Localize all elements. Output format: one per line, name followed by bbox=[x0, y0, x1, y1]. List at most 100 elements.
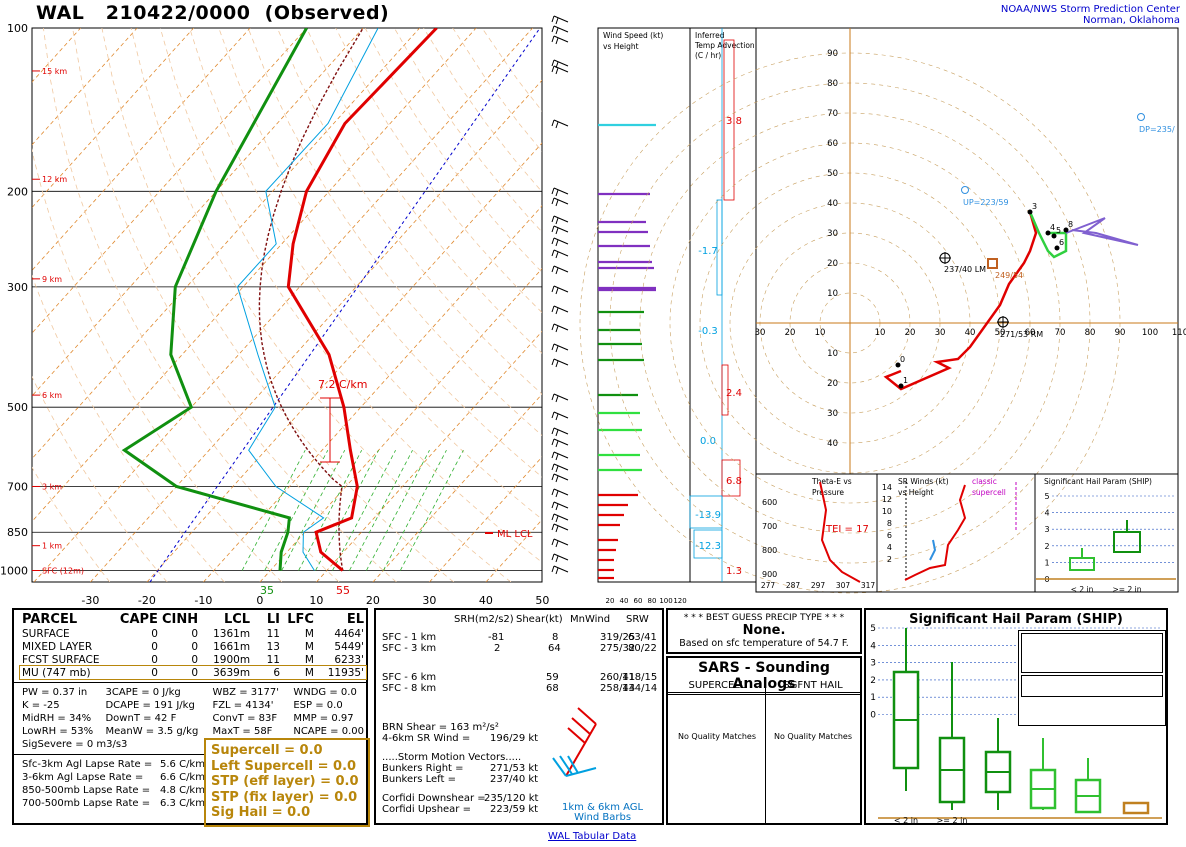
hodo-y-tick: 20 bbox=[827, 259, 838, 269]
hodo-y-tick: 40 bbox=[827, 439, 838, 449]
dewpoint-profile bbox=[121, 28, 308, 571]
isotherm bbox=[32, 28, 307, 334]
wind-barb bbox=[553, 305, 569, 313]
kinematics-panel: SRH(m2/s2) Shear(kt) MnWind SRW SFC - 1 … bbox=[374, 608, 664, 825]
theta-e-x-tick: 317 bbox=[861, 581, 876, 590]
hodo-trace-upper bbox=[1065, 217, 1139, 246]
parcel-header: PARCEL bbox=[22, 612, 78, 627]
table-row: MidRH = 34% DownT = 42 F ConvT = 83F MMP = … bbox=[22, 713, 354, 724]
wind-barb bbox=[553, 249, 569, 257]
upshear-label: UP=223/59 bbox=[963, 198, 1009, 207]
wind-speed-tick: 100 bbox=[659, 597, 672, 605]
wind-barb bbox=[553, 65, 569, 73]
svg-text:Inferred: Inferred bbox=[695, 31, 725, 40]
sr-winds-y-tick: 2 bbox=[887, 555, 892, 564]
wind-barb bbox=[553, 25, 569, 33]
hodo-y-tick: 30 bbox=[827, 409, 838, 419]
precip-type-panel: * * * BEST GUESS PRECIP TYPE * * * None.… bbox=[666, 608, 862, 654]
hodo-x-tick: 20 bbox=[785, 328, 796, 338]
hodo-y-tick: 40 bbox=[827, 199, 838, 209]
temp-tick-label: -20 bbox=[138, 594, 156, 605]
wind-barb bbox=[553, 523, 569, 531]
hodo-y-tick: 60 bbox=[827, 139, 838, 149]
table-row: K = -25 DCAPE = 191 J/kg FZL = 4134' ESP = … bbox=[22, 700, 343, 711]
stp-y-tick: 1 bbox=[870, 693, 876, 703]
theta-e-y-tick: 800 bbox=[762, 546, 777, 555]
height-label: 3 km bbox=[42, 482, 62, 491]
wind-barb bbox=[553, 488, 569, 496]
theta-e-x-tick: 307 bbox=[836, 581, 851, 590]
mixing-ratio-line bbox=[281, 449, 346, 571]
pressure-tick-label: 100 bbox=[7, 22, 28, 35]
theta-e-profile bbox=[819, 481, 861, 583]
temp-tick-label: 10 bbox=[309, 594, 323, 605]
dry-adiabat bbox=[276, 28, 542, 395]
isotherm bbox=[32, 28, 194, 209]
wind-barb bbox=[553, 35, 569, 43]
wind-barb bbox=[553, 323, 569, 331]
stp-category: >= 2 in bbox=[937, 816, 968, 823]
sars-panel: SARS - Sounding Analogs SUPERCELL SGFNT … bbox=[666, 656, 862, 825]
table-row: Sfc-3km Agl Lapse Rate = 5.6 C/km bbox=[22, 759, 205, 770]
stp-category: < 2 in bbox=[894, 816, 918, 823]
theta-e-y-tick: 700 bbox=[762, 522, 777, 531]
wetbulb-profile bbox=[236, 28, 379, 571]
dry-adiabat bbox=[159, 28, 542, 563]
ship-title: Significant Hail Param (SHIP) bbox=[1044, 477, 1152, 486]
hodo-x-tick: 10 bbox=[875, 328, 886, 338]
agency-credit: NOAA/NWS Storm Prediction Center Norman,… bbox=[1000, 4, 1180, 26]
hodo-km-label: 5 bbox=[1056, 226, 1061, 235]
table-row: MIXED LAYER 0 0 1661m 13 M 5449' bbox=[22, 640, 364, 653]
hodo-y-tick: 20 bbox=[827, 379, 838, 389]
temp-advection-value: 2.4 bbox=[726, 388, 742, 399]
mixing-ratio-line bbox=[399, 449, 464, 571]
dry-adiabat bbox=[72, 28, 397, 582]
hodo-x-tick: 100 bbox=[1142, 328, 1158, 338]
hodo-y-tick: 50 bbox=[827, 169, 838, 179]
isotherm bbox=[32, 28, 81, 83]
dry-adiabat bbox=[335, 28, 542, 314]
hodo-y-tick: 90 bbox=[827, 49, 838, 59]
tabular-data-link[interactable]: WAL Tabular Data bbox=[548, 831, 637, 842]
sr-winds-y-tick: 8 bbox=[887, 519, 892, 528]
pressure-tick-label: 850 bbox=[7, 526, 28, 539]
downshear-label: DP=235/ bbox=[1139, 125, 1175, 134]
hodo-y-tick: 30 bbox=[827, 229, 838, 239]
hodo-x-tick: 30 bbox=[935, 328, 946, 338]
isotherm bbox=[32, 28, 477, 523]
hodo-y-tick: 10 bbox=[827, 349, 838, 359]
dry-adiabat bbox=[32, 274, 225, 582]
wind-barb bbox=[553, 501, 569, 509]
isotherm bbox=[146, 142, 542, 582]
mixing-ratio-line bbox=[366, 449, 430, 571]
table-row: SigSevere = 0 m3/s3 bbox=[22, 739, 128, 750]
isotherm bbox=[316, 330, 542, 582]
hodo-km-label: 6 bbox=[1059, 238, 1064, 247]
table-row: SFC - 1 km -81 8 319/25 63/41 bbox=[382, 632, 657, 643]
pressure-tick-label: 700 bbox=[7, 480, 28, 493]
wind-barb bbox=[553, 473, 569, 481]
height-label: 6 km bbox=[42, 391, 62, 400]
wind-barb bbox=[553, 438, 569, 446]
hodo-km-marker bbox=[1063, 227, 1069, 233]
ship-category: < 2 in bbox=[1071, 585, 1094, 594]
dry-adiabat bbox=[393, 28, 542, 233]
temp-advection-value: -0.3 bbox=[698, 326, 718, 337]
hodo-km-label: 3 bbox=[1032, 202, 1037, 211]
svg-text:vs Height: vs Height bbox=[898, 488, 934, 497]
stp-y-tick: 2 bbox=[870, 676, 876, 686]
hodo-x-tick: 70 bbox=[1055, 328, 1066, 338]
dry-adiabat bbox=[32, 375, 168, 582]
hodo-x-tick: 60 bbox=[1025, 328, 1036, 338]
hodo-x-tick: 10 bbox=[815, 328, 826, 338]
wind-speed-tick: 20 bbox=[606, 597, 615, 605]
wind-speed-title: Wind Speed (kt) bbox=[603, 31, 663, 40]
isotherm bbox=[32, 28, 138, 146]
svg-text:(C / hr): (C / hr) bbox=[695, 51, 721, 60]
stp-box-nontor bbox=[1122, 801, 1150, 815]
table-row: LowRH = 53% MeanW = 3.5 g/kg MaxT = 58F NCA… bbox=[22, 726, 364, 737]
hodo-km-label: 1 bbox=[903, 376, 908, 385]
wind-speed-tick: 40 bbox=[620, 597, 629, 605]
ship-box-large bbox=[1113, 531, 1141, 553]
table-row: SFC - 3 km 2 64 275/32 80/22 bbox=[382, 643, 657, 654]
